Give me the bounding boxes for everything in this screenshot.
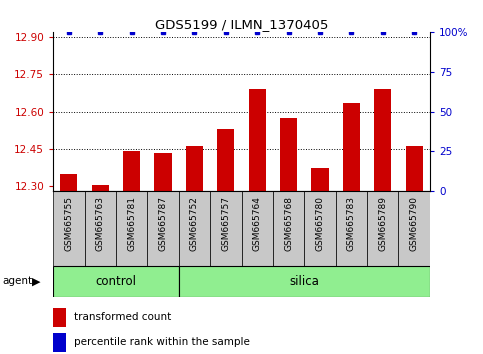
- Bar: [242, 191, 273, 266]
- Bar: [312, 167, 328, 191]
- Text: GSM665764: GSM665764: [253, 196, 262, 251]
- Text: GSM665768: GSM665768: [284, 196, 293, 251]
- Bar: [406, 146, 423, 191]
- Text: GSM665755: GSM665755: [64, 196, 73, 251]
- Bar: [155, 153, 171, 191]
- Bar: [273, 191, 304, 266]
- Text: agent: agent: [2, 276, 32, 286]
- Text: control: control: [96, 275, 136, 288]
- Text: GSM665789: GSM665789: [378, 196, 387, 251]
- Bar: [179, 191, 210, 266]
- Bar: [304, 191, 336, 266]
- Bar: [123, 151, 140, 191]
- Bar: [186, 146, 203, 191]
- Bar: [367, 191, 398, 266]
- Bar: [336, 191, 367, 266]
- Bar: [217, 129, 234, 191]
- Bar: [53, 266, 179, 297]
- Text: silica: silica: [289, 275, 319, 288]
- Bar: [60, 174, 77, 191]
- Bar: [210, 191, 242, 266]
- Bar: [280, 118, 297, 191]
- Bar: [116, 191, 147, 266]
- Text: GSM665763: GSM665763: [96, 196, 105, 251]
- Bar: [249, 89, 266, 191]
- Bar: [53, 333, 66, 352]
- Title: GDS5199 / ILMN_1370405: GDS5199 / ILMN_1370405: [155, 18, 328, 31]
- Text: GSM665752: GSM665752: [190, 196, 199, 251]
- Bar: [92, 185, 109, 191]
- Bar: [343, 103, 360, 191]
- Bar: [147, 191, 179, 266]
- Text: GSM665780: GSM665780: [315, 196, 325, 251]
- Bar: [85, 191, 116, 266]
- Bar: [179, 266, 430, 297]
- Text: GSM665787: GSM665787: [158, 196, 168, 251]
- Text: GSM665783: GSM665783: [347, 196, 356, 251]
- Text: GSM665757: GSM665757: [221, 196, 230, 251]
- Text: GSM665790: GSM665790: [410, 196, 419, 251]
- Bar: [53, 191, 85, 266]
- Bar: [398, 191, 430, 266]
- Text: GSM665781: GSM665781: [127, 196, 136, 251]
- Bar: [53, 308, 66, 327]
- Text: transformed count: transformed count: [74, 312, 171, 322]
- Text: ▶: ▶: [32, 276, 41, 286]
- Bar: [374, 89, 391, 191]
- Text: percentile rank within the sample: percentile rank within the sample: [74, 337, 250, 347]
